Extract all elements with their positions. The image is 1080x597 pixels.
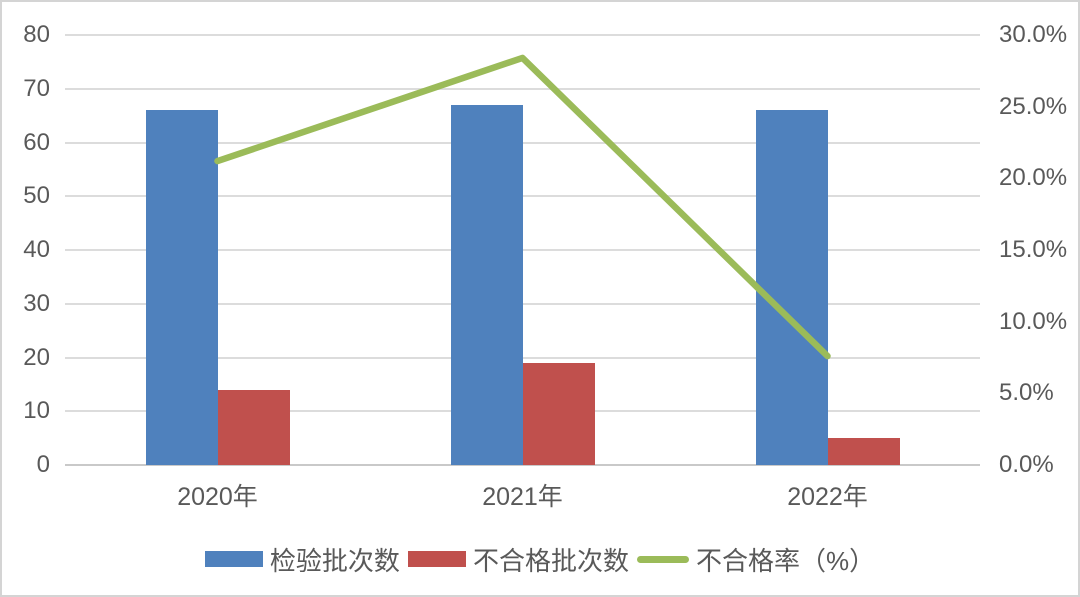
bar-inspection-batch-count-2020年 [146, 110, 218, 465]
right-axis-tick-10.0%: 10.0% [999, 307, 1068, 335]
gridline-70 [65, 87, 980, 90]
bar-inspection-batch-count-2021年 [451, 105, 523, 465]
x-axis-label-2020年: 2020年 [177, 483, 258, 511]
left-axis-tick-40: 40 [23, 236, 50, 263]
plot-area [65, 34, 980, 466]
legend: 检验批次数 不合格批次数 不合格率（%） [2, 541, 1078, 577]
bar-unqualified-batch-count-2022年 [828, 438, 900, 465]
rate-line [214, 54, 831, 360]
bar-unqualified-batch-count-2021年 [523, 363, 595, 465]
right-axis-tick-15.0%: 15.0% [999, 236, 1068, 263]
x-axis-label-2022年: 2022年 [787, 483, 868, 511]
bar-inspection-batch-count-2022年 [756, 110, 828, 465]
left-axis-tick-0: 0 [36, 451, 50, 478]
left-axis-tick-70: 70 [23, 74, 50, 102]
right-axis-tick-25.0%: 25.0% [999, 92, 1068, 120]
right-axis-tick-30.0%: 30.0% [999, 21, 1068, 48]
legend-item-inspection-batch-count: 检验批次数 [204, 541, 400, 578]
right-axis-tick-5.0%: 5.0% [999, 379, 1054, 407]
legend-swatch-red [407, 551, 466, 567]
left-axis-tick-10: 10 [23, 397, 50, 425]
x-axis-label-2021年: 2021年 [482, 483, 563, 511]
legend-line-swatch-green [636, 555, 689, 563]
legend-label-unqualified-batch-count: 不合格批次数 [472, 545, 629, 576]
legend-label-inspection-batch-count: 检验批次数 [269, 545, 400, 576]
left-axis-tick-50: 50 [23, 182, 50, 210]
right-axis-tick-0.0%: 0.0% [999, 451, 1054, 478]
left-axis-tick-30: 30 [23, 289, 50, 317]
left-axis-tick-80: 80 [23, 21, 50, 48]
right-axis-tick-20.0%: 20.0% [999, 164, 1068, 192]
legend-swatch-blue [204, 551, 263, 567]
bar-unqualified-batch-count-2020年 [218, 390, 290, 465]
gridline-80 [65, 34, 980, 36]
legend-item-unqualified-batch-count: 不合格批次数 [407, 541, 629, 578]
rate-line-layer [214, 54, 831, 360]
left-axis-tick-60: 60 [23, 128, 50, 156]
x-axis-line [65, 464, 980, 466]
legend-label-unqualified-rate: 不合格率（%） [695, 545, 876, 576]
left-axis-tick-20: 20 [23, 343, 50, 371]
legend-item-unqualified-rate: 不合格率（%） [636, 541, 876, 578]
